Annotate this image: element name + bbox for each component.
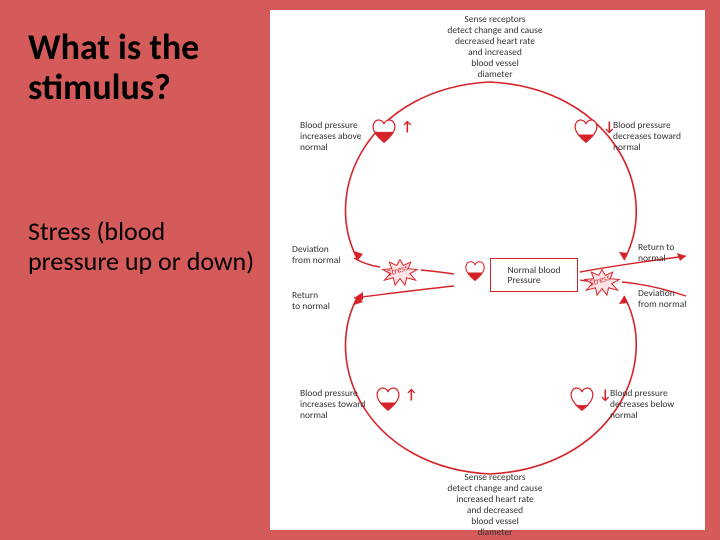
heart-icon-bot-left [374, 386, 402, 412]
top-sensor-label: Sense receptorsdetect change and causede… [420, 14, 570, 80]
arrow-up-tl: ↑ [401, 118, 414, 135]
label-bot-left: Blood pressureincreases towardnormal [300, 388, 372, 421]
heart-icon-top-left [370, 118, 398, 144]
label-dev-left: Deviationfrom normal [292, 244, 347, 266]
label-bot-right: Blood pressuredecreases belownormal [610, 388, 690, 421]
label-top-left: Blood pressureincreases abovenormal [300, 120, 370, 153]
heart-icon-top-right [572, 118, 600, 144]
center-box: Normal bloodPressure [490, 258, 578, 292]
feedback-diagram: Sense receptorsdetect change and causede… [270, 10, 705, 530]
label-ret-left: Returnto normal [292, 290, 347, 312]
bottom-loop [310, 284, 670, 484]
slide-answer: Stress (blood pressure up or down) [28, 217, 258, 277]
heart-icon-bot-right [568, 386, 596, 412]
slide-title: What is the stimulus? [28, 28, 258, 107]
bottom-sensor-label: Sense receptorsdetect change and causein… [420, 472, 570, 538]
heart-icon-center [463, 260, 487, 282]
label-top-right: Blood pressuredecreases towardnormal [613, 120, 688, 153]
center-label: Normal bloodPressure [507, 265, 560, 286]
top-loop [310, 70, 670, 270]
label-dev-right: Deviationfrom normal [638, 288, 698, 310]
arrow-up-bl: ↑ [405, 386, 418, 403]
label-ret-right: Return tonormal [638, 242, 693, 264]
text-panel: What is the stimulus? Stress (blood pres… [28, 28, 258, 277]
